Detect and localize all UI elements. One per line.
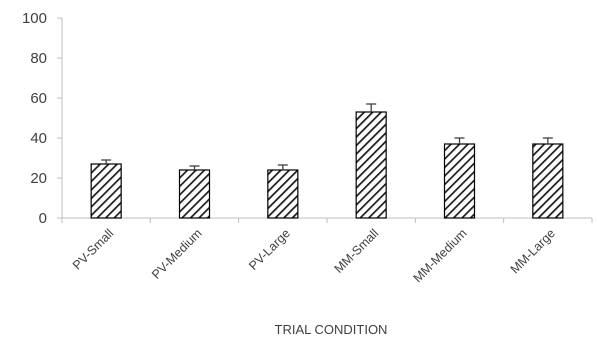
- x-tick-label: PV-Medium: [149, 226, 205, 282]
- error-bar: [189, 165, 200, 170]
- y-tick-label: 0: [39, 210, 47, 227]
- bar-pv-small: [90, 163, 122, 219]
- x-tick-label: MM-Medium: [411, 226, 470, 285]
- x-axis: [61, 217, 593, 223]
- bar-mm-small: [355, 111, 387, 219]
- bar-mm-medium: [443, 143, 476, 219]
- x-tick-label: MM-Small: [332, 226, 382, 276]
- bar-pv-medium: [178, 169, 211, 219]
- bars: [90, 111, 564, 219]
- x-axis-title: TRIAL CONDITION: [275, 322, 388, 337]
- error-bars: [101, 103, 553, 170]
- x-tick-label: PV-Small: [70, 226, 116, 272]
- y-tick-label: 80: [30, 50, 47, 67]
- y-tick-label: 60: [30, 90, 47, 107]
- x-tick-label: MM-Large: [508, 226, 558, 276]
- error-bar: [277, 164, 288, 170]
- y-tick-label: 20: [30, 170, 47, 187]
- error-bar: [366, 103, 377, 112]
- bar-pv-large: [267, 169, 299, 219]
- error-bar: [542, 137, 553, 144]
- error-bar: [454, 137, 465, 144]
- bar-mm-large: [532, 143, 564, 219]
- category-labels: PV-Small PV-Medium PV-Large MM-Small MM-Medi…: [70, 226, 558, 285]
- error-bar: [101, 159, 112, 164]
- x-tick-label: PV-Large: [246, 226, 293, 273]
- y-tick-label: 40: [30, 130, 47, 147]
- y-axis: 0 20 40 60 80 100: [22, 10, 63, 227]
- y-tick-label: 100: [22, 10, 47, 27]
